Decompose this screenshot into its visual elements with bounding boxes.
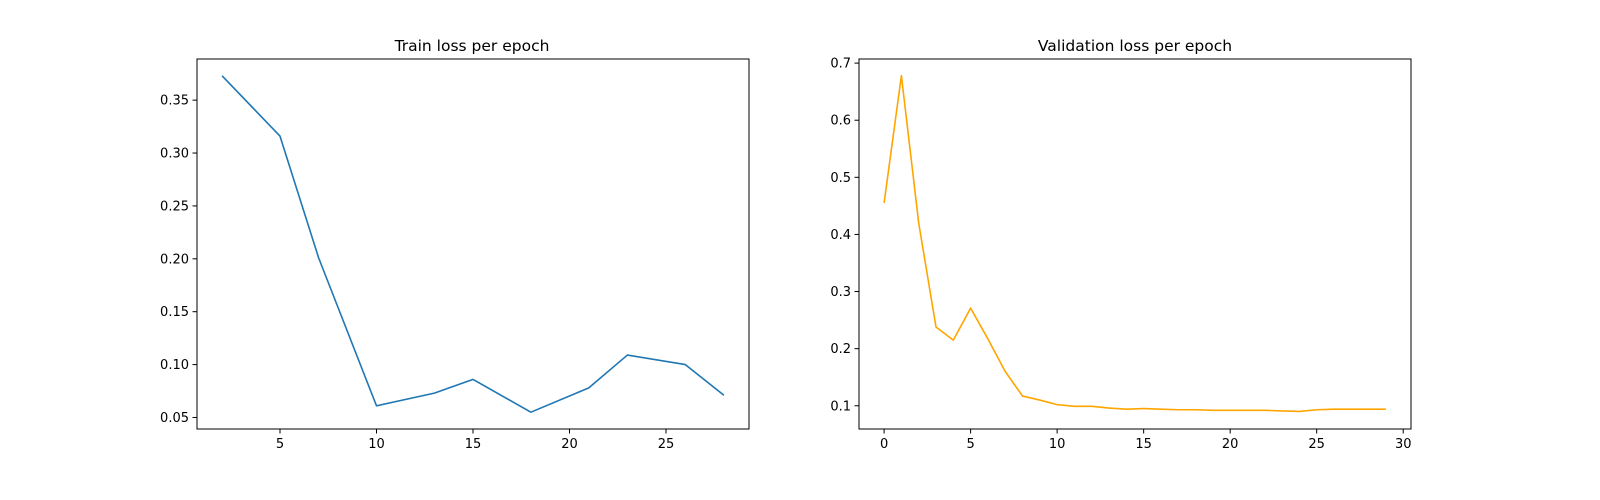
validation-loss-points [884, 76, 1386, 412]
x-tick-label: 25 [658, 437, 675, 452]
axis-ticks: 0 5 10 15 20 25 30 0.1 0.2 0.3 0.4 0.5 0.6 0.7 [830, 57, 1411, 452]
x-tick-label: 20 [1222, 437, 1239, 452]
plot-frame [858, 58, 1412, 430]
x-tick-label: 10 [368, 437, 385, 452]
x-tick-label: 10 [1049, 437, 1066, 452]
y-tick-label: 0.20 [160, 252, 189, 267]
chart-title: Validation loss per epoch [1038, 37, 1232, 55]
validation-loss-line [883, 74, 1386, 413]
y-tick-label: 0.4 [830, 228, 851, 243]
x-tick-label: 5 [276, 437, 284, 452]
y-tick-label: 0.5 [830, 171, 851, 186]
y-tick-label: 0.35 [160, 94, 189, 109]
train-loss-points [222, 76, 724, 412]
y-tick-label: 0.6 [830, 114, 851, 129]
chart-title: Train loss per epoch [394, 37, 550, 55]
axis-ticks: 5 10 15 20 25 0.05 0.10 0.15 0.20 0.25 0.30 0.35 [160, 94, 674, 452]
train-loss-chart: Train loss per epoch 5 10 15 20 25 0.05 0.10 0.… [160, 37, 750, 452]
validation-loss-chart: Validation loss per epoch 0 5 10 15 20 25 30 0.… [830, 37, 1412, 452]
y-tick-label: 0.10 [160, 358, 189, 373]
y-tick-label: 0.7 [830, 57, 851, 72]
x-tick-label: 5 [966, 437, 974, 452]
x-tick-label: 15 [1135, 437, 1152, 452]
y-tick-label: 0.3 [830, 285, 851, 300]
y-tick-label: 0.05 [160, 411, 189, 426]
y-tick-label: 0.25 [160, 199, 189, 214]
y-tick-label: 0.2 [830, 342, 851, 357]
x-tick-label: 20 [561, 437, 578, 452]
y-tick-label: 0.15 [160, 305, 189, 320]
plot-frame [196, 58, 750, 430]
x-tick-label: 25 [1308, 437, 1325, 452]
y-tick-label: 0.30 [160, 147, 189, 162]
x-tick-label: 30 [1395, 437, 1412, 452]
x-tick-label: 15 [465, 437, 482, 452]
y-tick-label: 0.1 [830, 399, 851, 414]
x-tick-label: 0 [880, 437, 888, 452]
train-loss-line [221, 75, 725, 413]
